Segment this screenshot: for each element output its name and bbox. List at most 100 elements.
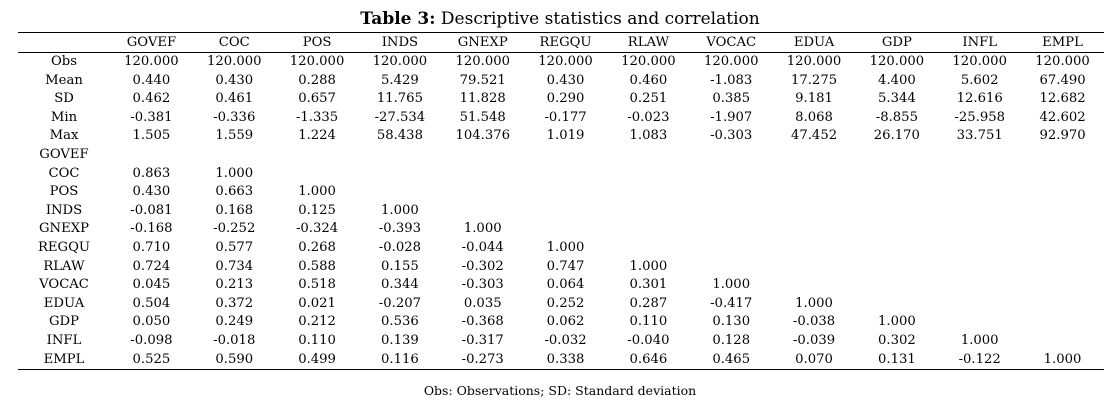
table-cell: -0.177 <box>544 109 587 125</box>
table-cell: 0.249 <box>215 314 254 330</box>
table-cell: 51.548 <box>459 109 506 125</box>
table-row: EMPL 0.525 0.590 0.499 0.116 -0.273 0.338 0.646… <box>18 350 1104 371</box>
table-title: Table 3: Descriptive statistics and corr… <box>0 9 1120 29</box>
table-cell: 0.290 <box>546 91 585 107</box>
row-label: GDP <box>49 314 79 330</box>
table-cell: 1.000 <box>546 239 585 255</box>
header-row: GOVEF COC POS INDS GNEXP REGQU RLAW VOCAC EDUA GD… <box>18 32 1104 53</box>
table-row: Max 1.505 1.559 1.224 58.438 104.376 1.019 1.08… <box>18 127 1104 146</box>
table-cell: -0.028 <box>378 239 421 255</box>
table-cell: 0.430 <box>132 184 171 200</box>
table-cell: 79.521 <box>459 72 506 88</box>
table-note: Obs: Observations; SD: Standard deviatio… <box>423 383 697 398</box>
table-cell <box>607 183 690 202</box>
table-cell: 0.302 <box>877 332 916 348</box>
table-cell: 1.019 <box>546 128 585 144</box>
table-cell: 0.213 <box>215 277 254 293</box>
table-cell: 12.616 <box>956 91 1003 107</box>
table-cell: 0.577 <box>215 239 254 255</box>
table-cell: 0.710 <box>132 239 171 255</box>
column-header-gdp: GDP <box>855 32 939 53</box>
table-cell: 0.301 <box>629 277 668 293</box>
table-cell <box>276 146 359 165</box>
table-cell: 0.590 <box>192 350 276 371</box>
table-cell: 11.828 <box>459 91 506 107</box>
table-cell: 0.344 <box>381 277 419 293</box>
table-row: SD 0.462 0.461 0.657 11.765 11.828 0.290 0.251 0… <box>18 90 1104 109</box>
table-cell: -0.317 <box>461 332 504 348</box>
table-cell: 0.130 <box>712 314 751 330</box>
table-cell: 1.000 <box>215 165 254 181</box>
table-cell: 120.000 <box>786 54 842 69</box>
table-cell: 0.465 <box>689 350 773 371</box>
table-cell: 0.460 <box>629 72 668 88</box>
table-cell: 92.970 <box>1039 128 1086 144</box>
column-header-govef: GOVEF <box>110 32 193 53</box>
table-cell: 120.000 <box>869 54 925 69</box>
row-label: EDUA <box>43 295 85 311</box>
table-cell: -0.381 <box>130 109 173 125</box>
table-cell <box>607 239 690 258</box>
table-cell <box>1021 276 1104 295</box>
table-cell: -0.303 <box>461 277 504 293</box>
table-cell: -0.023 <box>627 109 670 125</box>
table-cell <box>855 295 938 314</box>
table-cell: -0.302 <box>461 258 504 274</box>
table-row: GNEXP -0.168 -0.252 -0.324 -0.393 1.000 <box>18 220 1104 239</box>
table-cell: -0.039 <box>792 332 836 348</box>
table-cell: 0.035 <box>463 295 502 311</box>
table-cell: 120.000 <box>124 54 179 69</box>
table-cell <box>1021 258 1104 277</box>
table-cell <box>524 202 607 221</box>
column-header-rlaw: RLAW <box>606 32 690 53</box>
table-cell: 0.504 <box>132 295 171 311</box>
table-row: Min -0.381 -0.336 -1.335 -27.534 51.548 -0.177… <box>18 109 1104 128</box>
table-cell <box>855 239 938 258</box>
table-row: EDUA 0.504 0.372 0.021 -0.207 0.035 0.252 0.287… <box>18 295 1104 314</box>
row-label: GOVEF <box>39 146 89 162</box>
table-cell <box>690 146 773 165</box>
table-cell <box>855 258 938 277</box>
table-cell: 120.000 <box>455 54 510 69</box>
row-label: Max <box>49 128 79 144</box>
table-cell: 26.170 <box>873 128 920 144</box>
row-label: REGQU <box>37 239 91 255</box>
table-cell: -0.032 <box>544 332 587 348</box>
table-cell: -0.081 <box>130 202 173 218</box>
table-cell <box>938 239 1021 258</box>
table-cell: 0.252 <box>546 295 585 311</box>
table-cell: 4.400 <box>877 72 916 88</box>
row-label: INDS <box>45 202 83 218</box>
table-cell: -0.018 <box>213 332 256 348</box>
table-cell <box>938 202 1021 221</box>
table-cell: -0.252 <box>213 221 256 237</box>
table-cell: -0.368 <box>461 314 504 330</box>
table-cell: 1.000 <box>960 332 999 348</box>
table-cell <box>938 258 1021 277</box>
table-cell <box>773 276 856 295</box>
table-cell <box>1021 313 1104 332</box>
table-title-text: Descriptive statistics and correlation <box>435 9 760 29</box>
table-cell: -8.855 <box>875 109 918 125</box>
column-header-gnexp: GNEXP <box>441 32 525 53</box>
table-cell <box>690 258 773 277</box>
table-cell: 12.682 <box>1039 91 1086 107</box>
column-header-infl: INFL <box>938 32 1022 53</box>
row-label: GNEXP <box>39 221 89 237</box>
table-cell: 1.000 <box>298 184 336 200</box>
table-cell <box>773 183 856 202</box>
table-cell <box>524 146 607 165</box>
table-cell <box>524 183 607 202</box>
table-cell: 0.863 <box>132 165 171 181</box>
table-cell: -0.336 <box>213 109 256 125</box>
table-cell <box>773 165 856 184</box>
table-cell: 0.128 <box>712 332 751 348</box>
table-cell <box>690 183 773 202</box>
table-cell: 0.657 <box>298 91 336 107</box>
table-cell: -1.335 <box>295 109 339 125</box>
table-cell <box>938 183 1021 202</box>
table-cell: 0.462 <box>132 91 171 107</box>
table-cell: 1.000 <box>629 258 668 274</box>
table-cell <box>773 202 856 221</box>
table-cell: 42.602 <box>1039 109 1086 125</box>
